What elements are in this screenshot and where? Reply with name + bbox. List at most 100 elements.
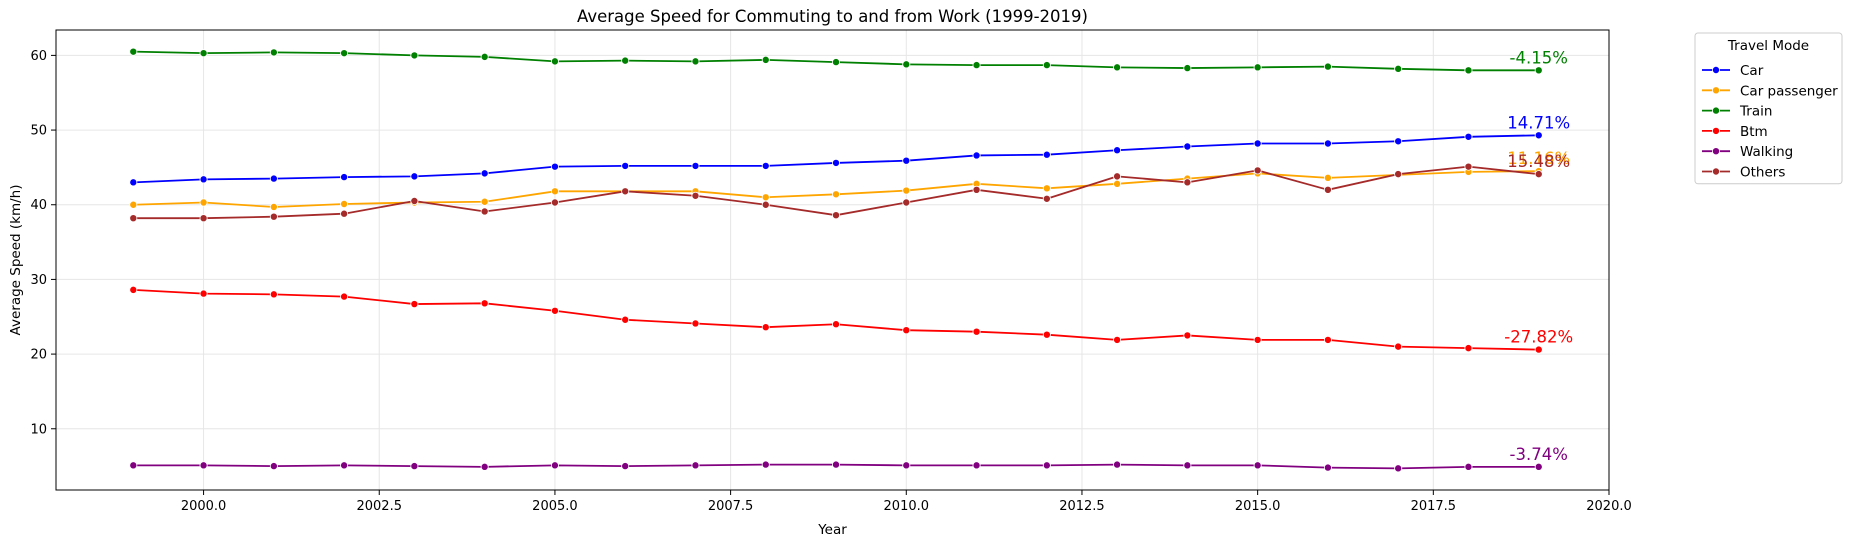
series-train: [129, 47, 1543, 75]
data-point-others: [972, 185, 981, 194]
y-tick-label: 40: [30, 198, 47, 213]
x-tick-label: 2005.0: [532, 499, 578, 514]
x-axis-label: Year: [817, 522, 847, 538]
data-point-btm: [1183, 331, 1192, 340]
annotation-car-passenger: 11.16%: [1507, 149, 1570, 168]
data-point-btm: [761, 323, 770, 332]
data-point-btm: [972, 327, 981, 336]
data-point-car: [480, 169, 489, 178]
data-point-btm: [1464, 344, 1473, 353]
data-point-car: [1534, 131, 1543, 140]
y-tick-label: 30: [30, 273, 47, 288]
data-point-walking: [550, 461, 559, 470]
data-point-walking: [1323, 463, 1332, 472]
x-tick-label: 2010.0: [884, 499, 930, 514]
data-point-car-passenger: [1042, 184, 1051, 193]
data-point-car: [1253, 139, 1262, 148]
legend: Travel Mode Car Car passenger Train Btm Walk…: [1694, 32, 1843, 185]
legend-label: Btm: [1740, 124, 1768, 140]
data-point-train: [1183, 64, 1192, 73]
data-point-others: [1534, 170, 1543, 179]
legend-swatch-marker: [1712, 167, 1721, 176]
data-point-btm: [832, 320, 841, 329]
data-point-others: [761, 200, 770, 209]
annotation-walking: -3.74%: [1510, 445, 1568, 464]
legend-title: Travel Mode: [1727, 38, 1809, 54]
data-point-car-passenger: [902, 186, 911, 195]
data-point-train: [410, 51, 419, 60]
y-tick-label: 50: [30, 124, 47, 139]
legend-item-btm: Btm: [1702, 124, 1768, 140]
data-point-train: [480, 52, 489, 61]
data-point-train: [199, 49, 208, 58]
data-point-car: [1113, 146, 1122, 155]
data-point-car: [129, 178, 138, 187]
data-point-car: [550, 162, 559, 171]
data-point-btm: [199, 289, 208, 298]
data-point-btm: [550, 306, 559, 315]
x-tick-label: 2015.0: [1235, 499, 1281, 514]
data-point-btm: [902, 326, 911, 335]
legend-items: Car Car passenger Train Btm Walking Others: [1702, 63, 1838, 181]
data-point-car: [832, 158, 841, 167]
chart-title: Average Speed for Commuting to and from …: [577, 7, 1088, 26]
data-point-btm: [621, 315, 630, 324]
data-point-walking: [972, 461, 981, 470]
data-point-btm: [340, 292, 349, 301]
legend-item-car: Car: [1702, 63, 1764, 79]
data-point-btm: [480, 299, 489, 308]
data-point-car: [1042, 150, 1051, 159]
data-point-car-passenger: [129, 200, 138, 209]
legend-label: Car passenger: [1740, 83, 1838, 99]
data-point-car: [340, 173, 349, 182]
data-point-car: [269, 174, 278, 183]
plot-area-frame: [55, 29, 1610, 491]
data-point-train: [550, 57, 559, 66]
data-point-btm: [1113, 335, 1122, 344]
data-point-walking: [129, 461, 138, 470]
legend-swatch-marker: [1712, 147, 1721, 156]
data-point-others: [480, 207, 489, 216]
data-point-others: [832, 211, 841, 220]
data-point-car-passenger: [480, 197, 489, 206]
x-tick-label: 2017.5: [1411, 499, 1457, 514]
data-point-train: [1042, 61, 1051, 70]
data-point-walking: [1042, 461, 1051, 470]
data-point-btm: [1253, 335, 1262, 344]
series-btm: [129, 285, 1543, 354]
data-point-train: [621, 56, 630, 65]
data-point-car-passenger: [269, 202, 278, 211]
data-point-others: [1042, 194, 1051, 203]
data-point-car-passenger: [340, 199, 349, 208]
data-point-car: [1394, 137, 1403, 146]
y-tick-label: 20: [30, 348, 47, 363]
y-axis-ticks: 10 20 30 40 50 60: [30, 49, 56, 437]
data-point-walking: [832, 460, 841, 469]
data-point-car: [1323, 139, 1332, 148]
legend-box: [1694, 32, 1843, 185]
data-point-car-passenger: [832, 190, 841, 199]
y-axis-label: Average Speed (km/h): [8, 185, 24, 336]
annotation-car: 14.71%: [1507, 113, 1570, 132]
data-point-car: [902, 156, 911, 165]
data-point-walking: [1113, 460, 1122, 469]
data-point-train: [832, 58, 841, 67]
data-point-train: [129, 47, 138, 56]
data-point-train: [1253, 63, 1262, 72]
x-tick-label: 2000.0: [181, 499, 227, 514]
data-point-others: [1183, 178, 1192, 187]
data-point-train: [1113, 63, 1122, 72]
data-point-train: [269, 48, 278, 57]
data-point-others: [1323, 185, 1332, 194]
data-point-car-passenger: [761, 193, 770, 202]
data-point-btm: [269, 290, 278, 299]
data-point-car: [410, 172, 419, 181]
grid-lines: [56, 30, 1610, 490]
legend-swatch-marker: [1712, 66, 1721, 75]
x-tick-label: 2007.5: [708, 499, 754, 514]
data-point-btm: [129, 285, 138, 294]
data-point-others: [129, 214, 138, 223]
data-point-train: [691, 57, 700, 66]
legend-item-car-passenger: Car passenger: [1702, 83, 1838, 99]
